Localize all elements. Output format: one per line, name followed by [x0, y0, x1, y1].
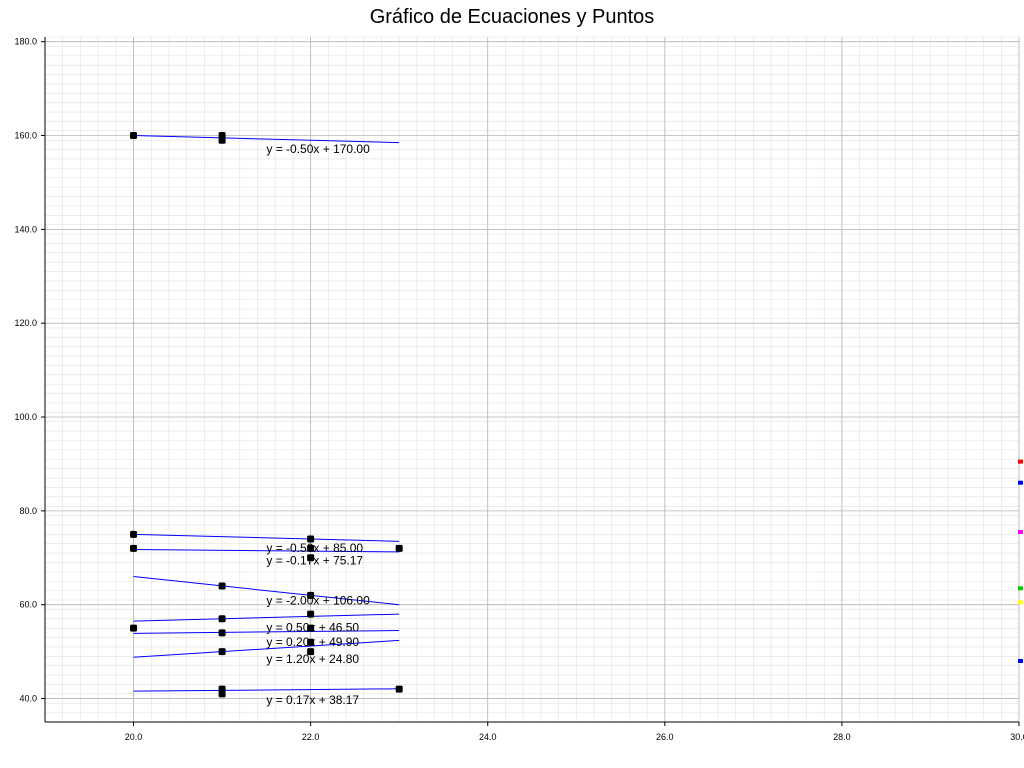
data-point: [218, 629, 226, 637]
y-tick-label: 80.0: [19, 506, 37, 516]
data-point: [130, 624, 138, 632]
y-tick-label: 60.0: [19, 600, 37, 610]
equation-label: y = 1.20x + 24.80: [266, 652, 359, 666]
equation-line: [133, 639, 400, 658]
y-axis-ticks: 40.0 60.0 80.0 100.0 120.0 140.0 160.0 180.0: [14, 37, 45, 704]
x-axis-ticks: 20.0 22.0 24.0 26.0 28.0 30.0: [125, 722, 1024, 742]
data-point: [307, 610, 315, 618]
edge-marker: [1018, 480, 1023, 485]
equation-label: y = 0.50x + 46.50: [266, 621, 359, 635]
y-tick-label: 160.0: [14, 131, 37, 141]
data-point: [218, 615, 226, 623]
data-point: [395, 544, 403, 552]
equation-line: [133, 533, 400, 542]
equation-label: y = 0.20x + 49.90: [266, 635, 359, 649]
equation-line: [133, 613, 400, 622]
equation-label: y = -2.00x + 106.00: [266, 594, 370, 608]
data-point: [307, 544, 315, 552]
chart-title: Gráfico de Ecuaciones y Puntos: [369, 6, 655, 28]
edge-marker: [1018, 529, 1023, 534]
y-tick-label: 100.0: [14, 412, 37, 422]
data-point: [218, 136, 226, 144]
data-point: [307, 535, 315, 543]
edge-markers: [1018, 459, 1023, 664]
data-point: [130, 132, 138, 140]
y-tick-label: 140.0: [14, 224, 37, 234]
equation-line: [133, 135, 400, 144]
y-tick-label: 180.0: [14, 37, 37, 47]
equation-label: y = 0.17x + 38.17: [266, 693, 359, 707]
x-tick-label: 26.0: [656, 732, 674, 742]
data-point: [395, 685, 403, 693]
equation-line: [133, 630, 400, 634]
edge-marker: [1018, 600, 1023, 605]
x-tick-label: 22.0: [302, 732, 320, 742]
data-point: [218, 648, 226, 656]
data-points: [130, 132, 403, 698]
x-tick-label: 24.0: [479, 732, 497, 742]
data-point: [218, 690, 226, 698]
edge-marker: [1018, 586, 1023, 591]
equation-label: y = -0.50x + 85.00: [266, 541, 363, 555]
data-point: [130, 530, 138, 538]
x-tick-label: 20.0: [125, 732, 143, 742]
x-tick-label: 28.0: [833, 732, 851, 742]
data-point: [130, 544, 138, 552]
axes: [44, 37, 1019, 723]
data-point: [218, 582, 226, 590]
equation-labels: y = -0.50x + 170.00y = -0.50x + 85.00y =…: [266, 142, 370, 707]
data-point: [307, 554, 315, 562]
minor-grid: [44, 36, 1020, 723]
equation-lines: [133, 135, 400, 692]
equation-line: [133, 548, 400, 553]
data-point: [307, 638, 315, 646]
data-point: [307, 624, 315, 632]
equation-label: y = -0.50x + 170.00: [266, 142, 370, 156]
y-tick-label: 40.0: [19, 694, 37, 704]
y-tick-label: 120.0: [14, 318, 37, 328]
data-point: [307, 648, 315, 656]
equation-line: [133, 688, 400, 692]
equation-label: y = -0.17x + 75.17: [266, 554, 363, 568]
edge-marker: [1018, 459, 1023, 464]
edge-marker: [1018, 659, 1023, 664]
x-tick-label: 30.0: [1010, 732, 1024, 742]
data-point: [307, 591, 315, 599]
major-grid: [45, 37, 1020, 722]
equation-line: [133, 576, 400, 606]
